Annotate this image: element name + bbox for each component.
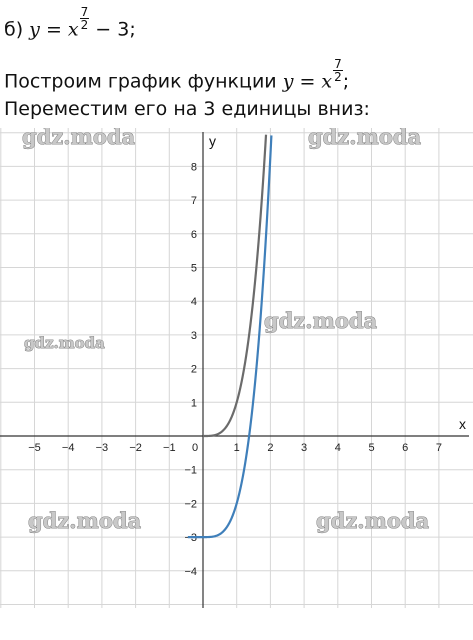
x-tick-label: −1 xyxy=(163,442,176,454)
y-axis-label: y xyxy=(209,133,216,149)
x-tick-label: 0 xyxy=(192,442,198,454)
watermark: gdz.moda xyxy=(22,128,136,149)
x-tick-label: 6 xyxy=(402,442,408,454)
equals: = xyxy=(293,70,322,93)
exponent-denominator: 2 xyxy=(80,18,89,32)
var-y: y xyxy=(282,70,294,93)
y-tick-label: 3 xyxy=(191,330,197,342)
curve-y-x-pow-7-2 xyxy=(203,134,268,438)
instruction-text: Переместим его на 3 единицы вниз: xyxy=(4,98,370,120)
var-x: x xyxy=(321,70,333,93)
formula-tail: − 3; xyxy=(89,18,136,41)
y-tick-label: 1 xyxy=(191,397,197,409)
y-tick-label: 4 xyxy=(191,296,197,308)
x-tick-label: 5 xyxy=(368,442,374,454)
watermark: gdz.moda xyxy=(24,334,105,352)
y-tick-label: −4 xyxy=(184,566,197,578)
x-tick-label: −4 xyxy=(62,442,75,454)
exponent-denominator: 2 xyxy=(334,70,342,84)
y-tick-label: −1 xyxy=(184,465,197,477)
x-tick-label: 3 xyxy=(301,442,307,454)
watermark: gdz.moda xyxy=(28,508,142,533)
x-tick-label: −5 xyxy=(28,442,41,454)
task-line-2: Построим график функции y = x 7 2; xyxy=(4,58,349,93)
watermark: gdz.moda xyxy=(264,308,378,333)
x-tick-label: −2 xyxy=(129,442,142,454)
formula-tail: ; xyxy=(342,70,350,93)
instruction-text: Построим график функции xyxy=(4,70,283,93)
exponent-numerator: 7 xyxy=(333,57,343,71)
grid xyxy=(0,128,473,608)
curve-y-x-pow-7-2-minus-3 xyxy=(187,135,273,539)
y-tick-label: 8 xyxy=(191,161,197,173)
x-tick-label: −3 xyxy=(96,442,109,454)
x-tick-label: 2 xyxy=(267,442,273,454)
y-tick-label: −2 xyxy=(184,498,197,510)
watermarks: gdz.moda gdz.moda gdz.moda gdz.moda gdz.moda… xyxy=(22,128,430,533)
x-tick-label: 4 xyxy=(335,442,341,454)
var-y: y xyxy=(29,18,40,41)
x-tick-label: 1 xyxy=(234,442,240,454)
y-tick-label: 6 xyxy=(191,229,197,241)
x-tick-label: 7 xyxy=(436,442,442,454)
watermark: gdz.moda xyxy=(308,128,422,149)
equals: = xyxy=(39,18,68,41)
x-axis-label: x xyxy=(459,416,466,432)
axes: xy xyxy=(0,132,469,608)
y-tick-label: 7 xyxy=(191,195,197,207)
var-x: x xyxy=(67,18,79,41)
watermark: gdz.moda xyxy=(316,508,430,533)
exponent-numerator: 7 xyxy=(79,5,90,19)
task-line-3: Переместим его на 3 единицы вниз: xyxy=(4,98,370,120)
curves xyxy=(187,134,273,539)
y-tick-label: 5 xyxy=(191,263,197,275)
task-label: б) xyxy=(4,18,30,41)
y-tick-label: 2 xyxy=(191,364,197,376)
